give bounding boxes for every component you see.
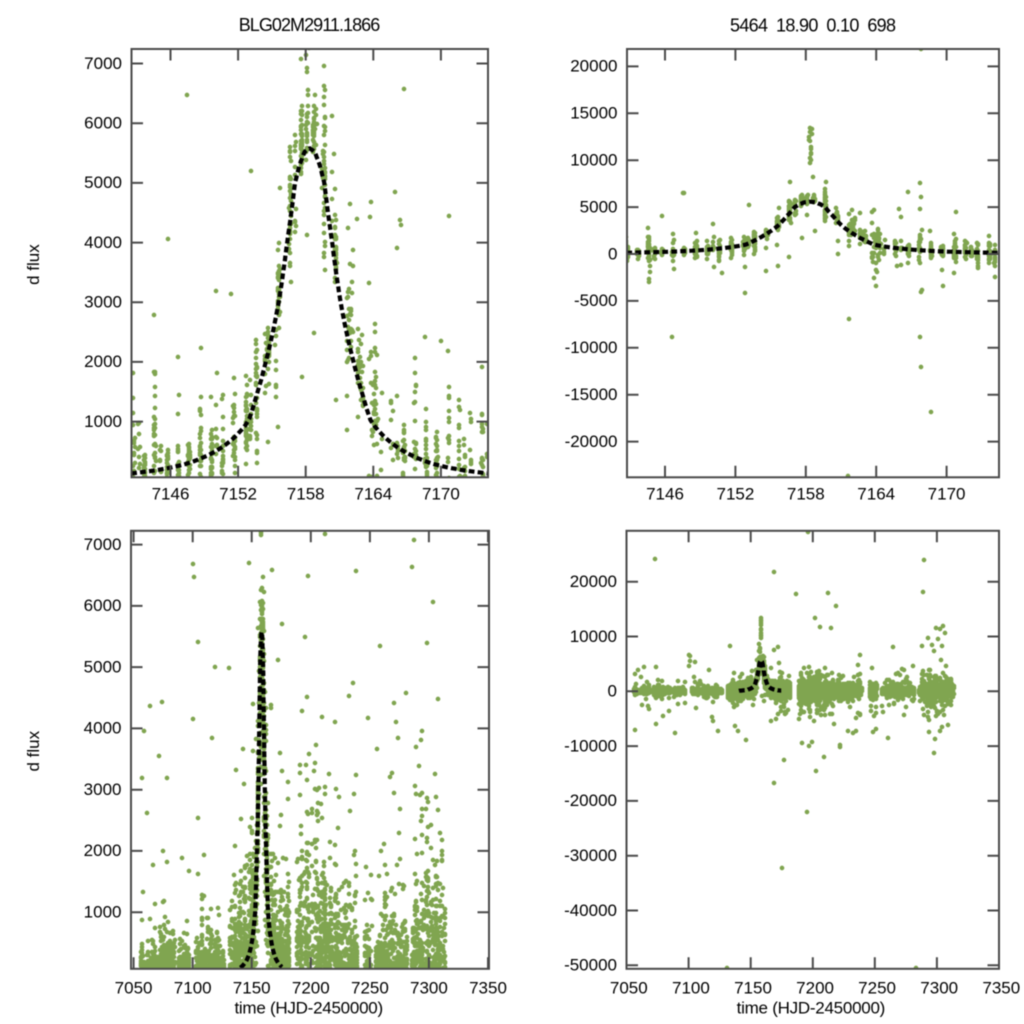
svg-text:-15000: -15000: [565, 385, 618, 404]
svg-text:10000: 10000: [570, 627, 617, 646]
svg-text:7350: 7350: [469, 979, 507, 998]
svg-text:3000: 3000: [84, 780, 122, 799]
svg-text:0: 0: [608, 682, 617, 701]
svg-text:7152: 7152: [219, 484, 257, 503]
svg-text:15000: 15000: [570, 104, 617, 123]
svg-text:5464 18.90 0.10 698: 5464 18.90 0.10 698: [730, 15, 896, 35]
svg-text:BLG02M2911.1866: BLG02M2911.1866: [239, 15, 381, 35]
svg-text:7250: 7250: [351, 979, 389, 998]
svg-text:7350: 7350: [982, 979, 1020, 998]
svg-text:5000: 5000: [84, 173, 122, 192]
svg-text:-40000: -40000: [564, 901, 617, 920]
svg-text:7250: 7250: [858, 979, 896, 998]
svg-text:1000: 1000: [84, 412, 122, 431]
svg-text:7152: 7152: [716, 484, 754, 503]
svg-text:7150: 7150: [734, 979, 772, 998]
svg-text:d flux: d flux: [24, 244, 43, 285]
svg-text:-30000: -30000: [564, 846, 617, 865]
svg-text:7158: 7158: [287, 484, 325, 503]
svg-text:7050: 7050: [115, 979, 153, 998]
svg-text:0: 0: [608, 244, 617, 263]
svg-text:7100: 7100: [174, 979, 212, 998]
svg-text:-20000: -20000: [565, 432, 618, 451]
svg-text:1000: 1000: [84, 903, 122, 922]
svg-text:4000: 4000: [84, 719, 122, 738]
svg-text:7146: 7146: [152, 484, 190, 503]
svg-text:7300: 7300: [920, 979, 958, 998]
svg-text:-20000: -20000: [564, 791, 617, 810]
svg-text:5000: 5000: [580, 197, 618, 216]
svg-text:3000: 3000: [84, 293, 122, 312]
svg-text:20000: 20000: [570, 572, 617, 591]
svg-text:7164: 7164: [857, 484, 895, 503]
svg-text:7170: 7170: [422, 484, 460, 503]
svg-text:-5000: -5000: [574, 291, 617, 310]
svg-text:7146: 7146: [646, 484, 684, 503]
svg-text:2000: 2000: [84, 841, 122, 860]
svg-text:20000: 20000: [570, 57, 617, 76]
svg-text:6000: 6000: [84, 596, 122, 615]
svg-text:7050: 7050: [610, 979, 648, 998]
svg-text:7100: 7100: [672, 979, 710, 998]
svg-text:6000: 6000: [84, 114, 122, 133]
svg-text:2000: 2000: [84, 352, 122, 371]
svg-text:5000: 5000: [84, 657, 122, 676]
svg-text:7000: 7000: [84, 54, 122, 73]
svg-text:7150: 7150: [233, 979, 271, 998]
svg-text:7300: 7300: [410, 979, 448, 998]
svg-text:4000: 4000: [84, 233, 122, 252]
svg-text:-50000: -50000: [564, 956, 617, 975]
svg-text:-10000: -10000: [564, 736, 617, 755]
svg-text:time (HJD-2450000): time (HJD-2450000): [737, 998, 886, 1017]
svg-text:7158: 7158: [787, 484, 825, 503]
svg-text:7000: 7000: [84, 535, 122, 554]
svg-text:7170: 7170: [928, 484, 966, 503]
svg-text:10000: 10000: [570, 151, 617, 170]
svg-text:7200: 7200: [292, 979, 330, 998]
svg-text:time (HJD-2450000): time (HJD-2450000): [234, 998, 383, 1017]
svg-text:d flux: d flux: [24, 730, 43, 771]
svg-text:7200: 7200: [796, 979, 834, 998]
svg-text:7164: 7164: [354, 484, 392, 503]
svg-text:-10000: -10000: [565, 338, 618, 357]
